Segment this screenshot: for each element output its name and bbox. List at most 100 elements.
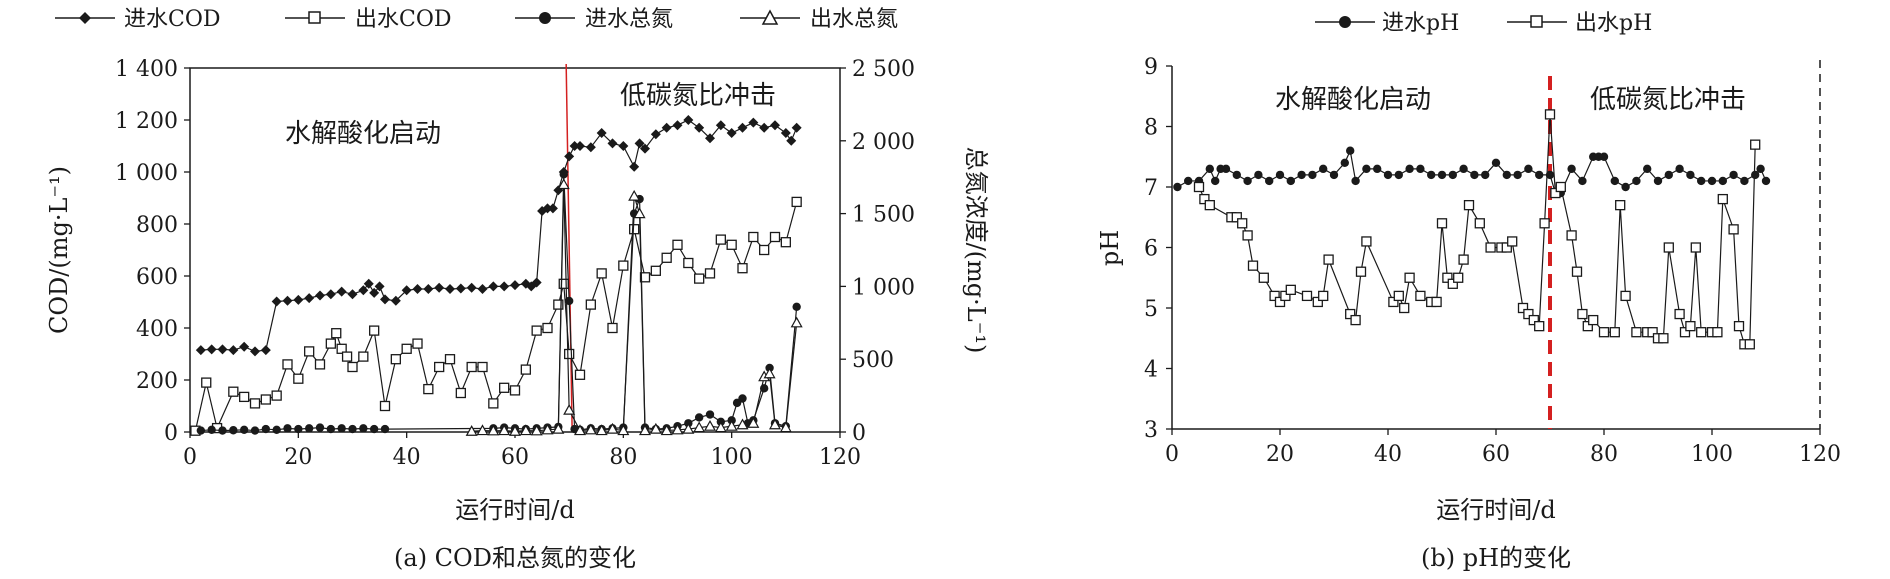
x-axis-label-b: 运行时间/d	[1436, 496, 1555, 524]
data-point-a0-6	[260, 345, 271, 356]
data-point-b1-63	[1679, 327, 1691, 338]
data-point-a0-26	[455, 283, 466, 294]
data-point-a3-27	[736, 418, 749, 430]
series-b1	[1193, 109, 1761, 350]
data-point-a0-9	[293, 294, 304, 305]
data-point-a1-20	[390, 354, 401, 365]
data-point-a0-30	[499, 281, 510, 292]
data-point-b0-54	[1707, 176, 1717, 186]
data-point-a0-20	[390, 295, 401, 306]
data-point-b0-11	[1275, 170, 1285, 180]
data-point-b0-59	[1756, 164, 1765, 174]
data-point-a0-41	[569, 141, 580, 151]
data-point-a0-16	[363, 278, 374, 289]
data-point-b1-61	[1663, 242, 1674, 253]
data-point-a1-42	[618, 260, 629, 271]
data-point-a0-25	[445, 284, 455, 294]
data-point-b1-7	[1247, 260, 1259, 271]
data-point-a1-7	[271, 390, 282, 401]
data-point-a3-20	[660, 424, 673, 436]
data-point-b1-70	[1728, 224, 1739, 235]
data-point-a0-13	[336, 286, 347, 297]
y-axis-label-ph: pH	[1096, 230, 1124, 266]
series-line-a3	[471, 184, 798, 432]
data-point-a2-11	[315, 423, 325, 432]
x-tick-label-b: 0	[1165, 442, 1179, 467]
data-point-b0-35	[1524, 164, 1533, 174]
series-line-b1	[1198, 114, 1756, 345]
y-tick-label-b: 6	[1144, 237, 1158, 262]
x-tick-label-a: 80	[609, 445, 637, 470]
x-tick-label-a: 100	[711, 445, 753, 470]
data-point-a3-4	[508, 425, 522, 436]
data-point-b1-60	[1658, 333, 1669, 344]
data-point-b1-45	[1550, 187, 1561, 199]
data-point-b1-28	[1436, 218, 1448, 229]
data-point-a2-1	[207, 425, 216, 435]
data-point-b1-32	[1458, 254, 1469, 265]
data-point-a0-53	[683, 115, 694, 125]
data-point-b1-37	[1501, 242, 1512, 253]
data-point-b0-10	[1265, 176, 1274, 186]
data-point-a1-28	[477, 361, 488, 373]
data-point-b0-13	[1297, 170, 1306, 180]
y-tick-label-b: 9	[1144, 55, 1158, 80]
data-point-b0-34	[1513, 170, 1522, 180]
data-point-a0-49	[640, 143, 650, 154]
data-point-b0-20	[1362, 164, 1371, 174]
data-point-b0-40	[1567, 164, 1576, 174]
y-left-tick-label-a: 0	[164, 421, 178, 446]
data-point-a1-18	[369, 325, 380, 336]
data-point-a0-8	[282, 295, 293, 306]
data-point-b0-49	[1653, 176, 1663, 186]
data-point-b0-41	[1578, 176, 1587, 186]
data-point-b0-1	[1184, 176, 1193, 186]
data-point-b1-47	[1566, 230, 1577, 241]
data-point-b0-3	[1205, 164, 1215, 174]
data-point-b1-12	[1285, 284, 1296, 296]
data-point-a0-18	[374, 281, 385, 292]
data-point-a0-31	[510, 280, 520, 291]
data-point-a1-8	[282, 359, 293, 370]
data-point-b0-45	[1610, 176, 1620, 186]
data-point-a1-10	[304, 346, 315, 357]
data-point-a2-17	[380, 424, 390, 434]
data-point-a1-25	[444, 354, 456, 365]
legend-label-effluent-cod: 出水COD	[355, 7, 452, 32]
data-point-b1-13	[1301, 290, 1313, 302]
axes-panel-b: 0 20 40 60 80 100 120 3 4 5 6 7 8 9	[1144, 55, 1841, 467]
data-point-a2-41	[705, 410, 715, 419]
data-point-b0-37	[1545, 170, 1555, 180]
data-point-a0-27	[466, 282, 477, 293]
data-point-b1-11	[1280, 290, 1291, 302]
data-point-a1-22	[412, 338, 423, 349]
data-point-a1-46	[661, 252, 672, 263]
data-point-b0-8	[1243, 176, 1252, 186]
x-tick-label-a: 60	[501, 445, 529, 470]
data-point-b1-33	[1463, 199, 1475, 211]
y-left-tick-label-a: 800	[136, 213, 178, 238]
data-point-a0-46	[618, 141, 629, 151]
data-point-a0-52	[672, 120, 683, 131]
data-point-a2-0	[196, 426, 206, 435]
data-point-a0-56	[715, 120, 726, 131]
startup-shock-divider-a	[565, 63, 573, 433]
data-point-a0-29	[488, 281, 499, 292]
series-a3	[465, 178, 803, 436]
data-point-b1-29	[1442, 272, 1453, 283]
data-point-a0-11	[315, 290, 325, 301]
data-point-b0-16	[1329, 170, 1339, 180]
data-point-b0-15	[1319, 164, 1328, 174]
data-point-a0-61	[770, 120, 780, 131]
data-point-a1-53	[737, 263, 748, 274]
data-point-a0-51	[661, 122, 672, 133]
data-point-b0-32	[1491, 158, 1501, 167]
data-point-a2-6	[261, 424, 271, 434]
data-point-a3-23	[693, 421, 706, 433]
y-left-tick-label-a: 200	[136, 369, 178, 394]
series-b0	[1173, 146, 1771, 198]
data-point-b1-10	[1274, 296, 1286, 308]
data-point-a0-54	[694, 122, 705, 133]
divider-line-a	[565, 63, 573, 433]
